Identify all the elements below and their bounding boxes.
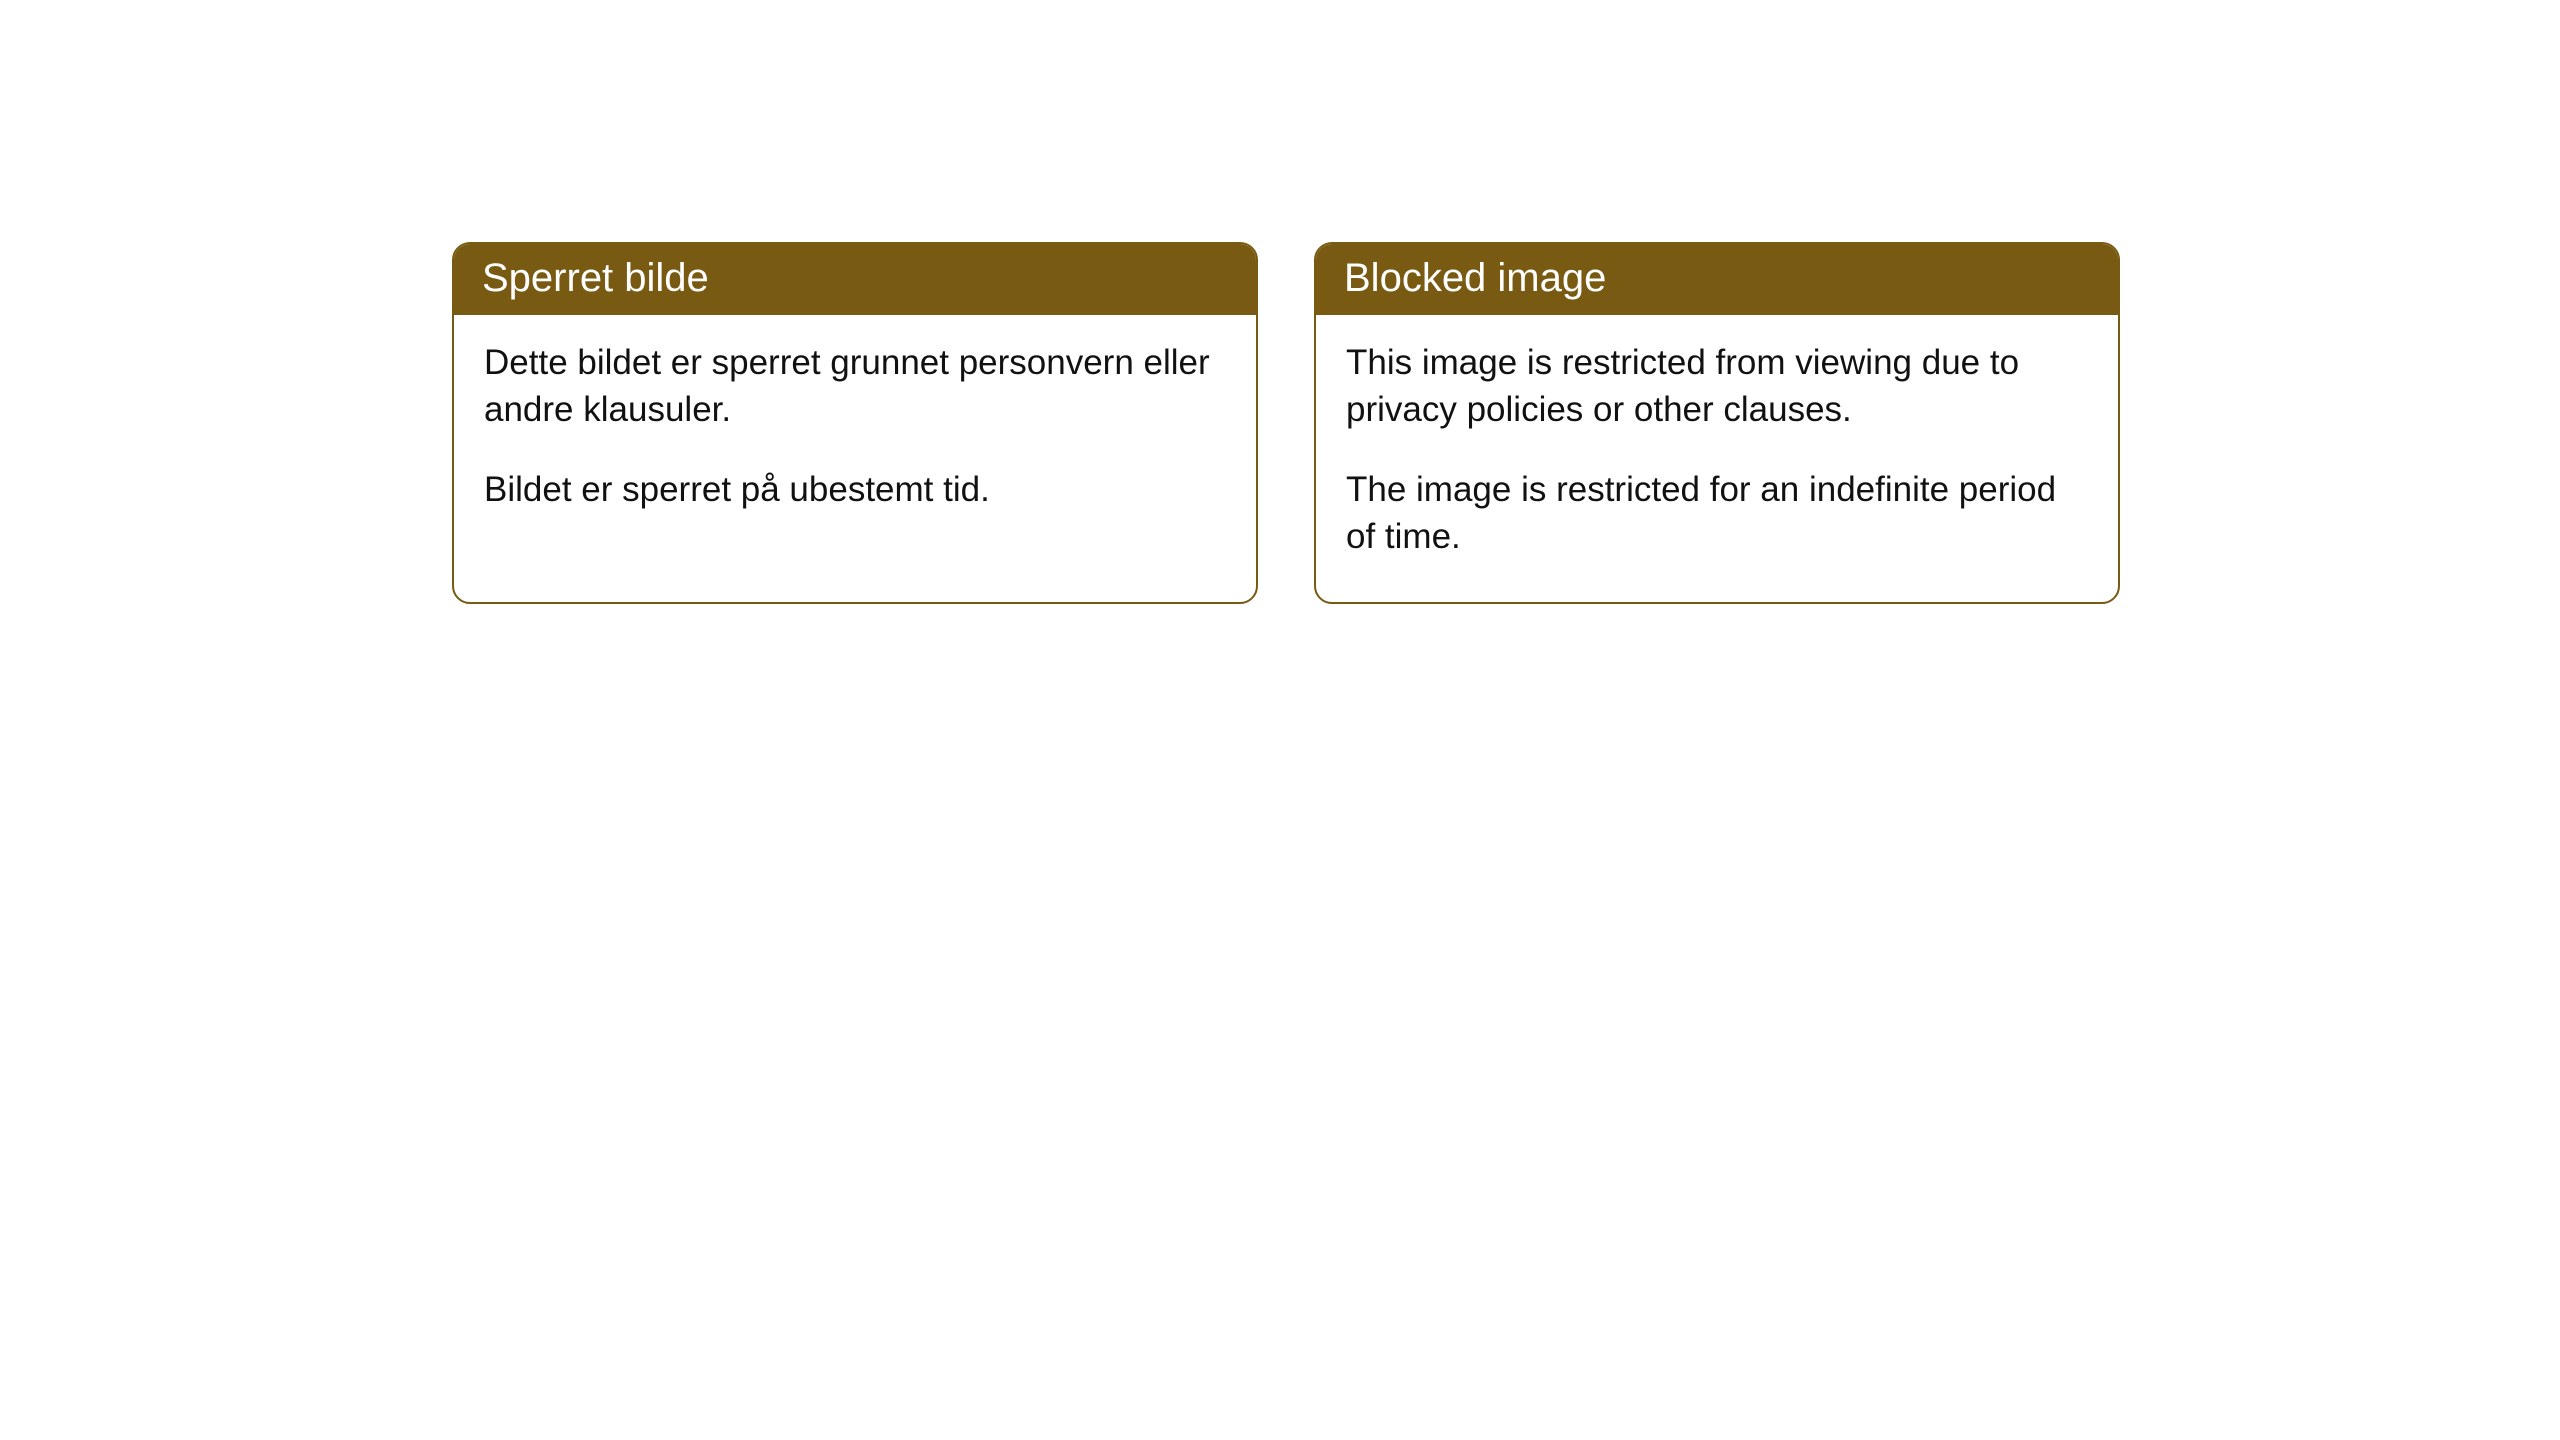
card-header: Blocked image (1316, 244, 2118, 315)
card-paragraph: The image is restricted for an indefinit… (1346, 466, 2088, 561)
card-body: Dette bildet er sperret grunnet personve… (454, 315, 1256, 555)
notice-cards-container: Sperret bilde Dette bildet er sperret gr… (452, 242, 2120, 604)
card-paragraph: Bildet er sperret på ubestemt tid. (484, 466, 1226, 513)
card-paragraph: Dette bildet er sperret grunnet personve… (484, 339, 1226, 434)
card-body: This image is restricted from viewing du… (1316, 315, 2118, 602)
card-header: Sperret bilde (454, 244, 1256, 315)
card-paragraph: This image is restricted from viewing du… (1346, 339, 2088, 434)
blocked-image-card-en: Blocked image This image is restricted f… (1314, 242, 2120, 604)
card-title: Blocked image (1344, 256, 1606, 300)
card-title: Sperret bilde (482, 256, 709, 300)
blocked-image-card-no: Sperret bilde Dette bildet er sperret gr… (452, 242, 1258, 604)
